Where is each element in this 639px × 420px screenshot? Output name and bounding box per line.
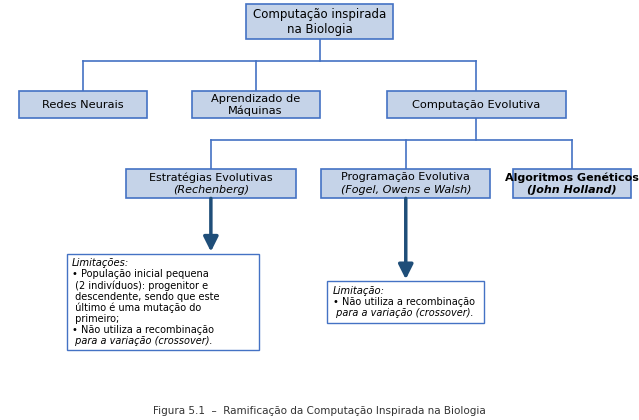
FancyBboxPatch shape [327,281,484,323]
Text: (John Holland): (John Holland) [527,185,617,195]
Text: • População inicial pequena: • População inicial pequena [72,270,209,279]
FancyBboxPatch shape [67,254,259,350]
Text: Estratégias Evolutivas: Estratégias Evolutivas [149,172,273,183]
Text: primeiro;: primeiro; [72,314,119,324]
Text: Computação inspirada
na Biologia: Computação inspirada na Biologia [253,8,386,36]
Text: (Fogel, Owens e Walsh): (Fogel, Owens e Walsh) [341,185,471,195]
FancyBboxPatch shape [127,169,295,198]
Text: para a variação (crossover).: para a variação (crossover). [72,336,213,346]
Text: (2 indivíduos): progenitor e: (2 indivíduos): progenitor e [72,281,208,291]
FancyBboxPatch shape [246,4,393,39]
Text: para a variação (crossover).: para a variação (crossover). [332,308,473,318]
Text: Limitação:: Limitação: [332,286,385,296]
Text: descendente, sendo que este: descendente, sendo que este [72,291,220,302]
Text: Programação Evolutiva: Programação Evolutiva [341,172,470,182]
Text: último é uma mutação do: último é uma mutação do [72,303,201,313]
Text: Algoritmos Genéticos: Algoritmos Genéticos [505,172,639,183]
Text: Figura 5.1  –  Ramificação da Computação Inspirada na Biologia: Figura 5.1 – Ramificação da Computação I… [153,406,486,416]
FancyBboxPatch shape [19,91,147,118]
FancyBboxPatch shape [321,169,491,198]
FancyBboxPatch shape [192,91,320,118]
Text: Aprendizado de
Máquinas: Aprendizado de Máquinas [211,94,300,116]
Text: Computação Evolutiva: Computação Evolutiva [412,100,540,110]
FancyBboxPatch shape [387,91,566,118]
FancyBboxPatch shape [512,169,631,198]
Text: Limitações:: Limitações: [72,258,130,268]
Text: • Não utiliza a recombinação: • Não utiliza a recombinação [72,325,214,335]
Text: • Não utiliza a recombinação: • Não utiliza a recombinação [332,297,475,307]
Text: (Rechenberg): (Rechenberg) [173,185,249,195]
Text: Redes Neurais: Redes Neurais [42,100,124,110]
